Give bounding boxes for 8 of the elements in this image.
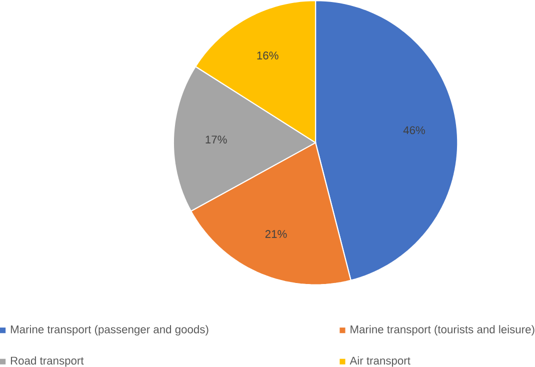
legend-label: Marine transport (passenger and goods) <box>10 325 208 336</box>
data-label: 16% <box>257 52 278 60</box>
data-label: 46% <box>403 126 425 134</box>
data-label: 21% <box>265 230 287 238</box>
legend-label: Road transport <box>10 356 84 367</box>
legend-label: Marine transport (tourists and leisure) <box>350 325 534 336</box>
data-label: 17% <box>206 136 227 144</box>
legend-label: Air transport <box>350 356 410 367</box>
